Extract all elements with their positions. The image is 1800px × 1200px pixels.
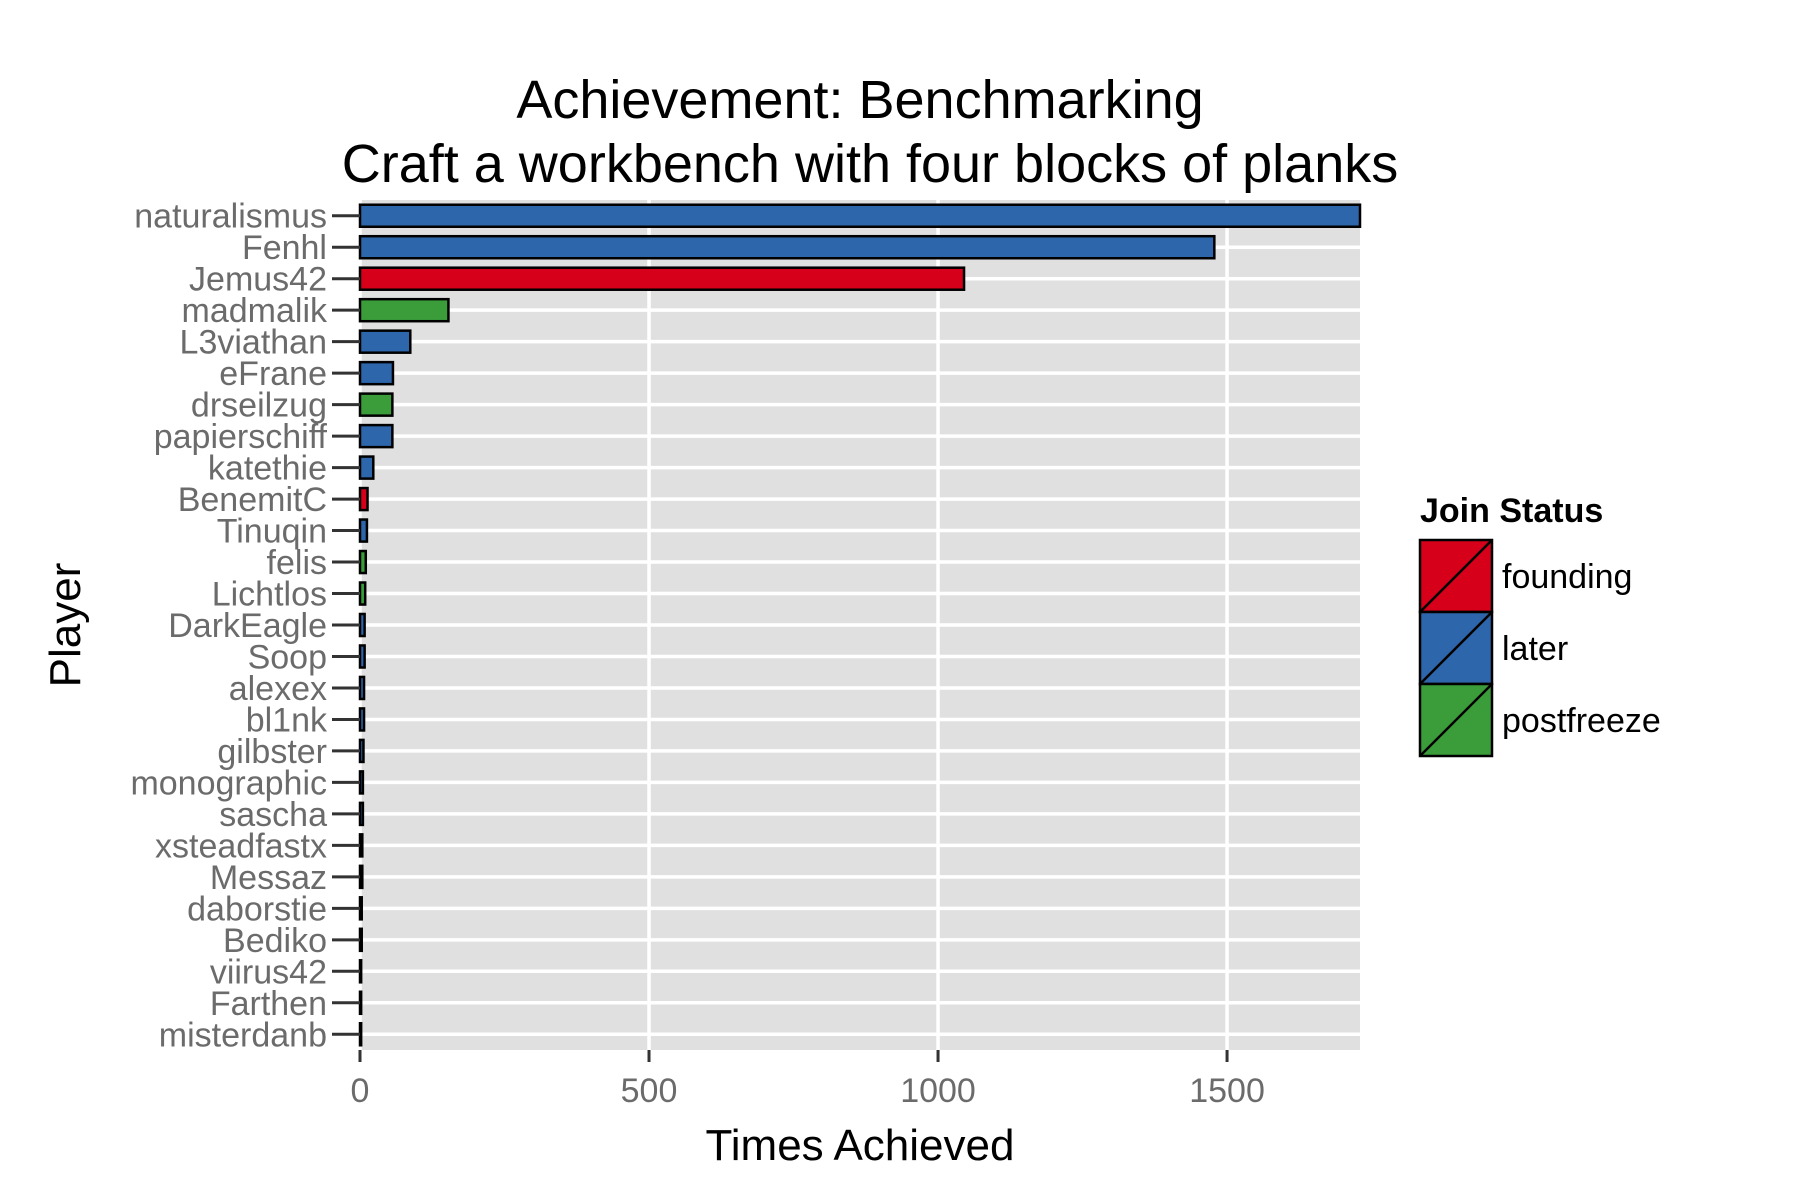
bar-Bediko — [358, 927, 363, 953]
chart-subtitle: Craft a workbench with four blocks of pl… — [342, 134, 1398, 194]
y-tick-label: Soop — [248, 638, 327, 676]
bar-gilbster — [358, 738, 365, 764]
bar-Messaz — [358, 864, 364, 890]
bar-xsteadfastx — [358, 833, 364, 858]
legend-key-diagonal — [1419, 611, 1493, 685]
y-tick-label: naturalismus — [134, 198, 327, 236]
bar-felis — [358, 549, 368, 575]
y-tick-label: madmalik — [182, 292, 328, 330]
bar-eFrane — [358, 360, 395, 386]
y-tick-label: sascha — [219, 796, 327, 834]
bar-Soop — [358, 644, 366, 669]
bar-madmalik — [358, 297, 450, 323]
y-tick-label: daborstie — [187, 890, 327, 928]
y-axis: naturalismusFenhlJemus42madmalikL3viatha… — [130, 198, 360, 1054]
y-tick-label: Farthen — [210, 985, 327, 1023]
x-tick-label: 0 — [351, 1072, 370, 1110]
bar-BenemitC — [358, 486, 369, 512]
y-tick-label: katethie — [208, 450, 327, 488]
bar-DarkEagle — [358, 612, 366, 638]
legend: Join Status founding later postfreeze — [1418, 492, 1661, 758]
y-axis-title: Player — [41, 563, 90, 688]
bar-daborstie — [358, 896, 363, 921]
bar-monographic — [358, 770, 365, 795]
bar-alexex — [358, 675, 366, 701]
y-tick-label: DarkEagle — [168, 607, 327, 645]
y-tick-label: viirus42 — [210, 953, 327, 991]
y-tick-label: Fenhl — [242, 229, 327, 267]
y-tick-label: alexex — [229, 670, 327, 708]
legend-label-postfreeze: postfreeze — [1502, 702, 1661, 740]
chart-title: Achievement: Benchmarking — [516, 70, 1203, 130]
bar-sascha — [358, 801, 365, 827]
y-tick-label: felis — [267, 544, 327, 582]
legend-key-diagonal — [1419, 683, 1493, 757]
bar-misterdanb — [358, 1021, 363, 1047]
legend-key-diagonal — [1419, 539, 1493, 613]
y-tick-label: L3viathan — [180, 324, 327, 362]
y-tick-label: drseilzug — [191, 387, 327, 425]
bar-Fenhl — [358, 234, 1216, 260]
x-axis: 0 500 1000 1500 — [351, 1050, 1265, 1110]
y-tick-label: papierschiff — [154, 418, 328, 456]
bar-Farthen — [358, 990, 363, 1016]
y-tick-label: misterdanb — [159, 1016, 327, 1054]
legend-label-later: later — [1502, 630, 1568, 668]
bar-Tinuqin — [358, 518, 369, 543]
x-tick-label: 500 — [621, 1072, 678, 1110]
y-tick-label: xsteadfastx — [155, 827, 327, 865]
bar-Lichtlos — [358, 581, 367, 606]
y-tick-label: bl1nk — [246, 701, 328, 739]
y-tick-label: monographic — [130, 764, 327, 802]
y-tick-label: Messaz — [210, 859, 327, 897]
bar-naturalismus — [358, 203, 1362, 229]
y-tick-label: Lichtlos — [212, 576, 327, 614]
legend-title: Join Status — [1420, 492, 1603, 530]
y-tick-label: Jemus42 — [189, 261, 327, 299]
y-tick-label: BenemitC — [178, 481, 327, 519]
bar-Jemus42 — [358, 266, 966, 291]
legend-label-founding: founding — [1502, 558, 1632, 596]
bar-viirus42 — [358, 959, 363, 984]
bar-bl1nk — [358, 707, 366, 732]
x-tick-label: 1500 — [1189, 1072, 1265, 1110]
y-tick-label: gilbster — [217, 733, 327, 771]
bar-drseilzug — [358, 392, 394, 417]
y-tick-label: Bediko — [223, 922, 327, 960]
y-tick-label: eFrane — [219, 355, 327, 393]
x-tick-label: 1000 — [900, 1072, 976, 1110]
x-axis-title: Times Achieved — [706, 1121, 1015, 1170]
bar-katethie — [358, 455, 375, 480]
bar-papierschiff — [358, 423, 394, 449]
bar-L3viathan — [358, 329, 412, 354]
y-tick-label: Tinuqin — [217, 513, 327, 551]
